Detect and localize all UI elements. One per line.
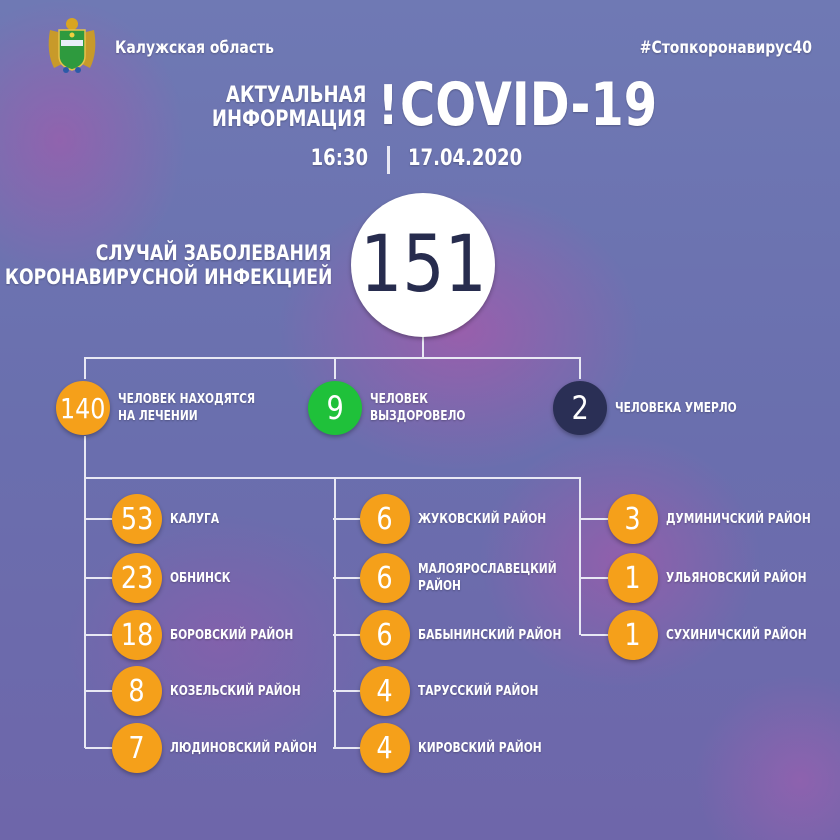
connector <box>579 477 581 635</box>
connector <box>333 690 363 692</box>
district-circle: 6 <box>360 553 410 603</box>
district-label: ЛЮДИНОВСКИЙ РАЙОН <box>170 740 317 756</box>
connector <box>581 518 611 520</box>
total-cases-value: 151 <box>359 220 487 310</box>
connector <box>85 690 115 692</box>
district-label: УЛЬЯНОВСКИЙ РАЙОН <box>666 570 807 586</box>
summary-value: 9 <box>326 389 344 427</box>
district-circle: 1 <box>608 610 658 660</box>
district-label: ТАРУССКИЙ РАЙОН <box>418 683 539 699</box>
district-circle: 53 <box>112 494 162 544</box>
time: 16:30 <box>310 146 368 171</box>
district-label: ОБНИНСК <box>170 570 231 586</box>
district-circle: 3 <box>608 494 658 544</box>
connector <box>85 518 115 520</box>
date: 17.04.2020 <box>408 146 523 171</box>
district-circle: 23 <box>112 553 162 603</box>
district-value: 53 <box>120 501 154 537</box>
district-value: 4 <box>376 730 394 766</box>
district-label: КИРОВСКИЙ РАЙОН <box>418 740 542 756</box>
district-label: КОЗЕЛЬСКИЙ РАЙОН <box>170 683 301 699</box>
connector <box>333 518 363 520</box>
district-circle: 18 <box>112 610 162 660</box>
summary-value: 140 <box>60 391 106 425</box>
district-value: 4 <box>376 673 394 709</box>
district-label: БАБЫНИНСКИЙ РАЙОН <box>418 627 562 643</box>
district-value: 6 <box>376 501 394 537</box>
district-label: МАЛОЯРОСЛАВЕЦКИЙ РАЙОН <box>418 562 557 594</box>
summary-value: 2 <box>571 389 589 427</box>
connector <box>334 357 336 379</box>
district-circle: 7 <box>112 723 162 773</box>
district-label: БОРОВСКИЙ РАЙОН <box>170 627 294 643</box>
hashtag: #Стопкоронавирус40 <box>639 38 812 58</box>
district-value: 3 <box>624 501 642 537</box>
connector <box>84 357 86 379</box>
summary-circle: 9 <box>308 381 362 435</box>
district-label: СУХИНИЧСКИЙ РАЙОН <box>666 627 807 643</box>
district-label: ЖУКОВСКИЙ РАЙОН <box>418 511 547 527</box>
region-name: Калужская область <box>115 38 274 58</box>
connector <box>84 477 581 479</box>
district-circle: 8 <box>112 666 162 716</box>
title-covid: COVID-19 <box>400 70 658 140</box>
district-value: 6 <box>376 617 394 653</box>
connector <box>333 577 363 579</box>
connector <box>333 747 363 749</box>
district-circle: 6 <box>360 610 410 660</box>
connector <box>333 634 363 636</box>
total-label-line1: СЛУЧАЙ ЗАБОЛЕВАНИЯ <box>96 241 332 265</box>
summary-label: ЧЕЛОВЕК ВЫЗДОРОВЕЛО <box>370 392 466 424</box>
connector <box>85 747 115 749</box>
connector <box>334 477 336 748</box>
time-date-divider <box>387 146 390 174</box>
summary-circle: 140 <box>56 381 110 435</box>
title-line2: ИНФОРМАЦИЯ <box>211 107 366 132</box>
title-line1: АКТУАЛЬНАЯ <box>225 83 366 108</box>
district-value: 1 <box>624 560 642 596</box>
summary-circle: 2 <box>553 381 607 435</box>
district-value: 1 <box>624 617 642 653</box>
summary-label: ЧЕЛОВЕКА УМЕРЛО <box>615 400 737 416</box>
connector <box>579 357 581 379</box>
district-value: 6 <box>376 560 394 596</box>
total-label-line2: КОРОНАВИРУСНОЙ ИНФЕКЦИЕЙ <box>4 265 332 289</box>
connector <box>85 634 115 636</box>
district-label: КАЛУГА <box>170 511 220 527</box>
district-circle: 4 <box>360 723 410 773</box>
district-circle: 4 <box>360 666 410 716</box>
connector <box>581 577 611 579</box>
coat-of-arms-logo <box>44 16 100 74</box>
total-cases-circle: 151 <box>351 193 495 337</box>
district-value: 8 <box>128 673 146 709</box>
district-label: ДУМИНИЧСКИЙ РАЙОН <box>666 511 811 527</box>
connector <box>84 357 581 359</box>
district-value: 18 <box>120 617 154 653</box>
district-value: 7 <box>128 730 146 766</box>
connector <box>84 436 86 748</box>
district-circle: 1 <box>608 553 658 603</box>
district-circle: 6 <box>360 494 410 544</box>
summary-label: ЧЕЛОВЕК НАХОДЯТСЯ НА ЛЕЧЕНИИ <box>118 392 256 424</box>
connector <box>85 577 115 579</box>
district-value: 23 <box>120 560 154 596</box>
connector <box>581 634 611 636</box>
connector <box>422 330 424 359</box>
title-exclaim: ! <box>378 74 399 137</box>
